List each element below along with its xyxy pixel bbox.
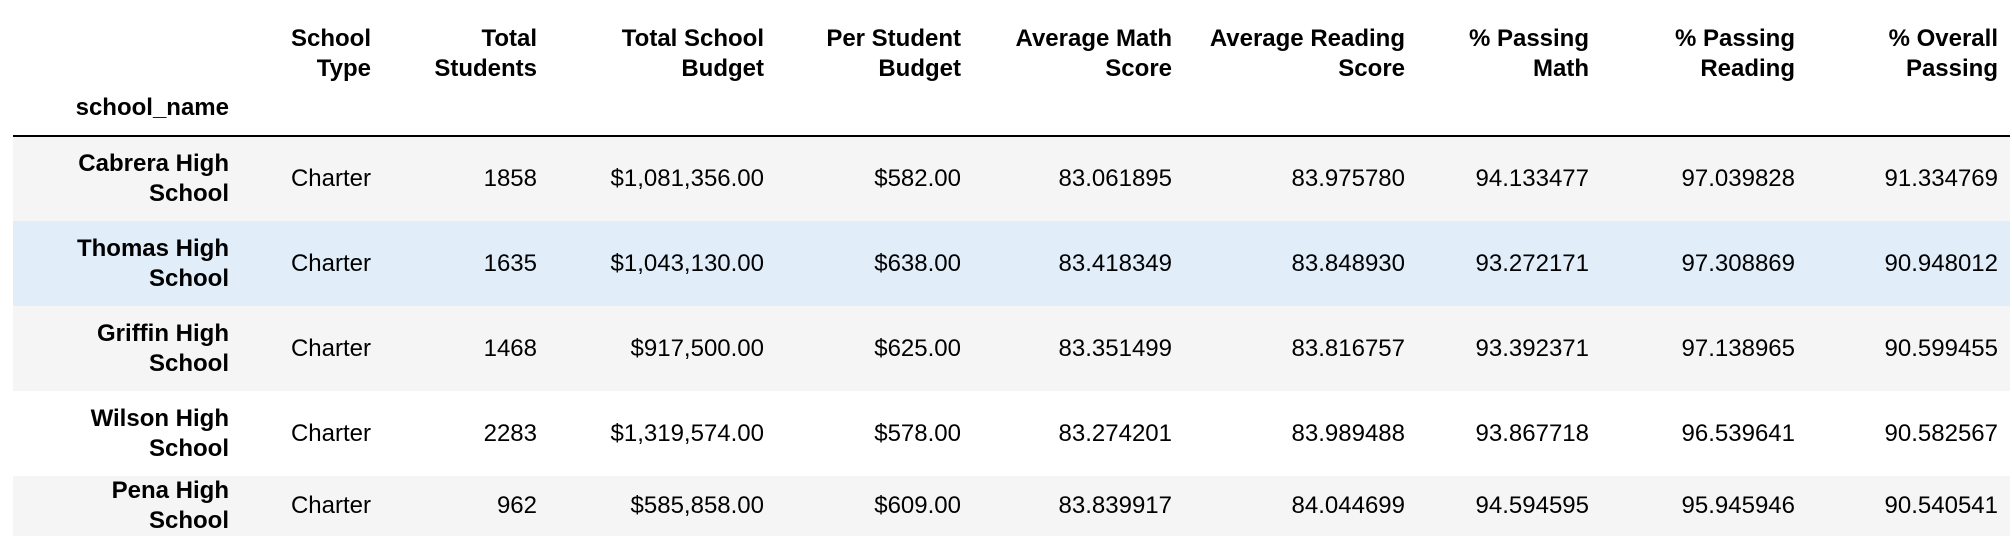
table-cell: 91.334769 xyxy=(1884,165,1998,192)
table-cell: 1468 xyxy=(483,334,537,362)
table-cell: 96.539641 xyxy=(1681,419,1795,447)
table-cell: 90.582567 xyxy=(1884,419,1998,447)
table-cell: 93.272171 xyxy=(1475,249,1589,277)
row-index-label: Pena High School xyxy=(111,477,229,534)
table-cell: 94.594595 xyxy=(1475,492,1589,519)
table-cell: 93.392371 xyxy=(1475,334,1589,362)
table-cell: Charter xyxy=(290,492,371,519)
column-header: % Overall Passing xyxy=(1888,25,1998,82)
table-row: Wilson High School Charter 2283 $1,319,5… xyxy=(13,391,2010,476)
table-cell: 84.044699 xyxy=(1291,492,1405,519)
empty-header-cell xyxy=(1807,92,2010,136)
table-cell: 83.418349 xyxy=(1058,249,1172,277)
table-cell: $582.00 xyxy=(874,165,961,192)
table-cell: $609.00 xyxy=(874,492,961,519)
empty-header-cell xyxy=(549,92,776,136)
index-corner-cell xyxy=(13,0,241,92)
column-header: % Passing Reading xyxy=(1674,25,1795,82)
table-cell: 83.351499 xyxy=(1058,334,1172,362)
table-row: Pena High School Charter 962 $585,858.00… xyxy=(13,476,2010,536)
dataframe-table: School Type Total Students Total School … xyxy=(13,0,2010,536)
table-cell: 83.989488 xyxy=(1291,419,1405,447)
table-cell: $1,319,574.00 xyxy=(610,419,764,447)
column-header: Per Student Budget xyxy=(826,25,961,82)
table-cell: 94.133477 xyxy=(1475,165,1589,192)
table-cell: 90.948012 xyxy=(1884,249,1998,277)
table-cell: Charter xyxy=(290,419,371,447)
table-cell: Charter xyxy=(290,249,371,277)
column-header: Total Students xyxy=(434,25,537,82)
table-cell: 83.848930 xyxy=(1291,249,1405,277)
index-name-row: school_name xyxy=(13,92,2010,136)
column-header: Total School Budget xyxy=(621,25,764,82)
table-cell: 83.839917 xyxy=(1058,492,1172,519)
table-cell: $585,858.00 xyxy=(630,492,764,519)
empty-header-cell xyxy=(383,92,549,136)
table-cell: $625.00 xyxy=(874,334,961,362)
table-cell: 93.867718 xyxy=(1475,419,1589,447)
table-cell: 962 xyxy=(496,492,537,519)
table-cell: 83.816757 xyxy=(1291,334,1405,362)
table-cell: $917,500.00 xyxy=(630,334,764,362)
row-index-label: Cabrera High School xyxy=(78,150,229,207)
table-row: Cabrera High School Charter 1858 $1,081,… xyxy=(13,136,2010,221)
empty-header-cell xyxy=(1184,92,1417,136)
table-cell: 83.975780 xyxy=(1291,165,1405,192)
column-header: Average Math Score xyxy=(1015,25,1173,82)
table-cell: $578.00 xyxy=(874,419,961,447)
table-cell: 83.061895 xyxy=(1058,165,1172,192)
table-header: School Type Total Students Total School … xyxy=(13,0,2010,136)
column-header: Average Reading Score xyxy=(1209,25,1405,82)
table-cell: 1858 xyxy=(483,165,537,192)
table-cell: 2283 xyxy=(483,419,537,447)
empty-header-cell xyxy=(1601,92,1807,136)
table-cell: 1635 xyxy=(483,249,537,277)
table-cell: $1,081,356.00 xyxy=(610,165,764,192)
column-header: % Passing Math xyxy=(1468,25,1589,82)
empty-header-cell xyxy=(241,92,383,136)
row-index-label: Wilson High School xyxy=(90,404,229,462)
table-cell: Charter xyxy=(290,334,371,362)
table-cell: $638.00 xyxy=(874,249,961,277)
column-header-row: School Type Total Students Total School … xyxy=(13,0,2010,92)
table-body: Cabrera High School Charter 1858 $1,081,… xyxy=(13,136,2010,536)
table-cell: 83.274201 xyxy=(1058,419,1172,447)
table-cell: $1,043,130.00 xyxy=(610,249,764,277)
table-row: Griffin High School Charter 1468 $917,50… xyxy=(13,306,2010,391)
table-cell: 90.599455 xyxy=(1884,334,1998,362)
table-cell: 95.945946 xyxy=(1681,492,1795,519)
empty-header-cell xyxy=(973,92,1184,136)
row-index-label: Thomas High School xyxy=(76,234,229,292)
table-cell: 90.540541 xyxy=(1884,492,1998,519)
table-cell: 97.138965 xyxy=(1681,334,1795,362)
empty-header-cell xyxy=(1417,92,1601,136)
empty-header-cell xyxy=(776,92,973,136)
table-row-highlighted: Thomas High School Charter 1635 $1,043,1… xyxy=(13,221,2010,306)
column-header: School Type xyxy=(290,25,371,82)
index-name: school_name xyxy=(75,94,229,121)
row-index-label: Griffin High School xyxy=(97,319,229,377)
dataframe-output: School Type Total Students Total School … xyxy=(13,0,2010,536)
table-cell: 97.039828 xyxy=(1681,165,1795,192)
table-cell: Charter xyxy=(290,165,371,192)
table-cell: 97.308869 xyxy=(1681,249,1795,277)
